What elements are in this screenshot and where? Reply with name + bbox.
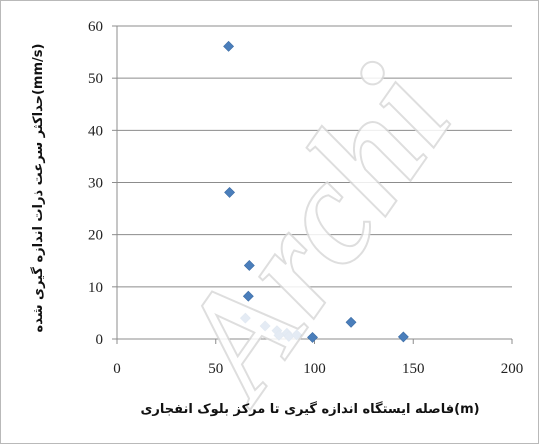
data-point-marker — [242, 290, 254, 302]
x-tick-label: 50 — [208, 361, 223, 377]
data-point-marker — [223, 40, 235, 52]
y-tick-label: 40 — [88, 123, 103, 139]
x-axis-title: فاصله ایستگاه اندازه گیری تا مرکز بلوک ا… — [140, 401, 479, 417]
data-point-marker — [224, 186, 235, 198]
x-tick-label: 0 — [113, 361, 121, 377]
y-axis-title: حداکثر سرعت ذرات اندازه گیری شده(mm/s) — [30, 44, 46, 333]
data-point-marker — [291, 329, 303, 341]
data-point-marker — [397, 331, 409, 343]
y-tick-label: 30 — [88, 176, 103, 192]
y-tick-label: 0 — [96, 332, 104, 348]
data-point-marker — [259, 320, 271, 332]
data-point-marker — [243, 260, 255, 271]
data-point-marker — [239, 312, 251, 324]
x-tick-label: 200 — [501, 361, 524, 377]
y-tick-label: 20 — [88, 228, 103, 244]
data-point-marker — [345, 316, 357, 328]
data-points — [223, 40, 409, 343]
y-tick-labels: 0 10 20 30 40 50 60 — [88, 19, 103, 348]
y-tick-label: 50 — [88, 71, 103, 87]
y-tick-label: 60 — [88, 19, 103, 35]
x-tick-labels: 0 50 100 150 200 — [113, 361, 523, 377]
x-tick-label: 150 — [402, 361, 425, 377]
data-point-marker — [307, 332, 318, 343]
y-tick-label: 10 — [88, 280, 103, 296]
x-tick-label: 100 — [303, 361, 326, 377]
gridlines — [117, 25, 512, 288]
